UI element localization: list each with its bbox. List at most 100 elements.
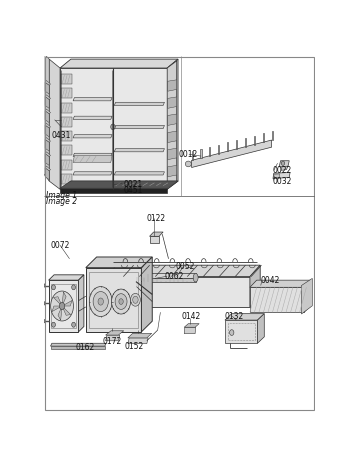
Polygon shape <box>106 276 250 307</box>
Polygon shape <box>86 257 152 268</box>
Polygon shape <box>60 68 167 189</box>
Polygon shape <box>73 156 112 163</box>
Polygon shape <box>114 125 164 129</box>
Text: Image 1: Image 1 <box>47 191 78 200</box>
Polygon shape <box>106 331 124 335</box>
Polygon shape <box>106 335 120 341</box>
Polygon shape <box>168 97 177 108</box>
Text: 0431: 0431 <box>52 131 71 140</box>
Circle shape <box>72 285 76 290</box>
Polygon shape <box>54 297 62 306</box>
Polygon shape <box>45 111 49 123</box>
Polygon shape <box>61 88 72 98</box>
Circle shape <box>119 299 123 304</box>
Text: 0021: 0021 <box>124 180 143 189</box>
Text: 0122: 0122 <box>146 214 166 223</box>
Polygon shape <box>114 102 164 106</box>
Polygon shape <box>45 82 49 94</box>
Polygon shape <box>50 346 105 349</box>
Polygon shape <box>73 172 112 175</box>
Circle shape <box>281 161 285 165</box>
Polygon shape <box>114 172 164 175</box>
Circle shape <box>42 319 45 323</box>
Polygon shape <box>49 275 84 280</box>
Polygon shape <box>62 300 72 306</box>
Polygon shape <box>304 280 311 312</box>
Polygon shape <box>50 343 106 346</box>
Bar <box>51 284 76 328</box>
Circle shape <box>42 301 45 305</box>
Circle shape <box>72 322 76 327</box>
Polygon shape <box>149 236 159 243</box>
Polygon shape <box>149 232 163 236</box>
Polygon shape <box>141 257 152 332</box>
Polygon shape <box>45 168 49 180</box>
Polygon shape <box>168 131 177 143</box>
Polygon shape <box>272 131 273 140</box>
Circle shape <box>131 294 140 306</box>
Polygon shape <box>45 139 49 151</box>
Polygon shape <box>168 80 177 91</box>
Circle shape <box>51 285 55 290</box>
Polygon shape <box>136 276 146 287</box>
Polygon shape <box>279 161 289 167</box>
Circle shape <box>133 296 138 303</box>
Polygon shape <box>45 166 50 171</box>
Text: 0152: 0152 <box>125 342 144 351</box>
Text: 0032: 0032 <box>273 176 292 186</box>
Polygon shape <box>49 59 60 189</box>
Ellipse shape <box>193 273 198 282</box>
Polygon shape <box>281 166 288 170</box>
Text: 0062: 0062 <box>164 272 184 281</box>
Polygon shape <box>73 153 112 156</box>
Polygon shape <box>45 152 50 156</box>
Polygon shape <box>258 313 264 343</box>
Polygon shape <box>167 59 178 189</box>
Polygon shape <box>42 52 49 181</box>
Polygon shape <box>128 333 152 338</box>
Polygon shape <box>225 313 264 320</box>
Circle shape <box>89 287 112 317</box>
Text: 0022: 0022 <box>273 166 292 175</box>
Text: 0172: 0172 <box>103 337 122 346</box>
Circle shape <box>93 292 108 312</box>
Polygon shape <box>60 181 178 188</box>
Polygon shape <box>78 275 84 332</box>
Polygon shape <box>191 151 193 160</box>
Polygon shape <box>114 149 164 152</box>
Polygon shape <box>60 59 178 68</box>
Polygon shape <box>227 143 228 151</box>
Text: 0052: 0052 <box>175 262 195 271</box>
Text: 0072: 0072 <box>50 241 70 250</box>
Polygon shape <box>73 98 112 101</box>
Polygon shape <box>45 109 50 114</box>
Polygon shape <box>61 74 72 84</box>
Polygon shape <box>168 165 177 177</box>
Polygon shape <box>250 280 311 287</box>
Polygon shape <box>45 138 50 142</box>
Polygon shape <box>45 154 49 165</box>
Polygon shape <box>61 160 72 169</box>
Polygon shape <box>144 278 196 282</box>
Ellipse shape <box>133 276 139 287</box>
Polygon shape <box>263 133 264 142</box>
Polygon shape <box>61 103 72 113</box>
Polygon shape <box>45 125 49 137</box>
Polygon shape <box>52 306 62 312</box>
Circle shape <box>112 289 131 314</box>
Polygon shape <box>61 174 72 184</box>
Polygon shape <box>62 292 66 306</box>
Polygon shape <box>184 324 199 327</box>
Ellipse shape <box>186 161 191 167</box>
Polygon shape <box>45 97 49 108</box>
Polygon shape <box>254 136 255 144</box>
Polygon shape <box>218 144 219 154</box>
Circle shape <box>51 291 74 321</box>
Polygon shape <box>191 140 272 168</box>
Circle shape <box>115 294 127 309</box>
Polygon shape <box>201 149 202 158</box>
Text: 0142: 0142 <box>182 312 201 321</box>
Polygon shape <box>58 306 62 320</box>
Polygon shape <box>114 183 164 186</box>
Polygon shape <box>73 135 112 138</box>
